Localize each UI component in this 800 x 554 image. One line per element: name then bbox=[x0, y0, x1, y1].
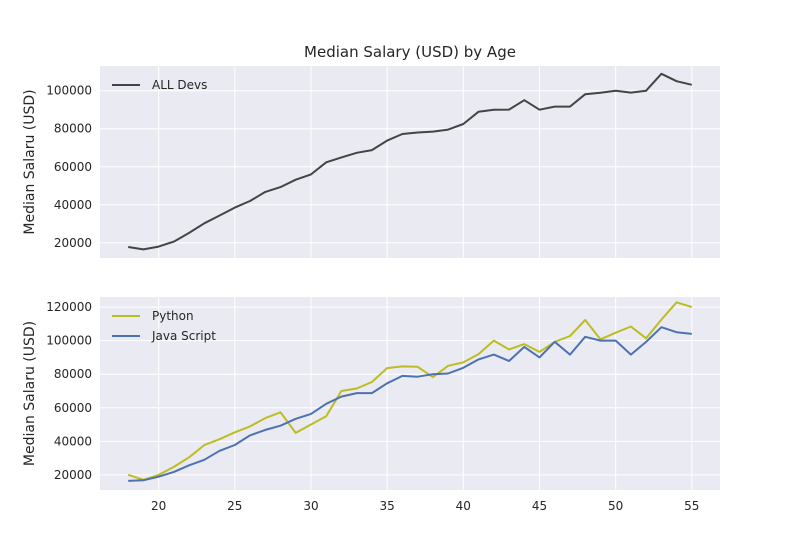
y-tick-label: 100000 bbox=[46, 334, 92, 348]
y-axis-label: Median Salaru (USD) bbox=[22, 321, 38, 466]
y-tick-label: 40000 bbox=[54, 198, 92, 212]
plot-area bbox=[100, 66, 720, 258]
chart-title: Median Salary (USD) by Age bbox=[304, 43, 516, 61]
y-axis-label: Median Salaru (USD) bbox=[22, 89, 38, 234]
x-tick-label: 25 bbox=[227, 499, 242, 513]
x-tick-label: 55 bbox=[684, 499, 699, 513]
series-line-java-script bbox=[128, 326, 692, 482]
y-tick-label: 20000 bbox=[54, 236, 92, 250]
y-tick-label: 60000 bbox=[54, 401, 92, 415]
x-tick-label: 40 bbox=[456, 499, 471, 513]
x-tick-label: 20 bbox=[151, 499, 166, 513]
series-line-all-devs bbox=[128, 72, 693, 251]
x-tick-label: 35 bbox=[380, 499, 395, 513]
y-tick-label: 80000 bbox=[54, 122, 92, 136]
x-tick-label: 45 bbox=[532, 499, 547, 513]
y-tick-label: 40000 bbox=[54, 434, 92, 448]
plot-area bbox=[100, 297, 720, 490]
x-tick-label: 30 bbox=[303, 499, 318, 513]
subplot-2: 20 25 30 35 40 45 50 55 20000 40000 60000 80000 1000… bbox=[22, 297, 720, 513]
y-tick-label: 120000 bbox=[46, 300, 92, 314]
x-tick-label: 50 bbox=[608, 499, 623, 513]
series-line-python bbox=[127, 301, 693, 481]
y-tick-label: 80000 bbox=[54, 367, 92, 381]
subplot-1: 20000 40000 60000 80000 100000 Median Salaru … bbox=[22, 66, 720, 258]
legend-label: ALL Devs bbox=[152, 78, 207, 92]
y-tick-label: 20000 bbox=[54, 468, 92, 482]
y-tick-label: 100000 bbox=[46, 84, 92, 98]
y-tick-label: 60000 bbox=[54, 160, 92, 174]
legend-label: Python bbox=[152, 309, 194, 323]
legend-label: Java Script bbox=[151, 329, 216, 343]
